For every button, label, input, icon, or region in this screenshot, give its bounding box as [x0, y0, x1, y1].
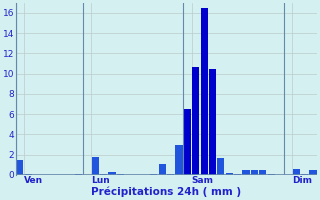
Bar — [108, 172, 116, 175]
Bar — [268, 174, 275, 175]
Bar — [259, 170, 266, 175]
Bar — [209, 69, 216, 175]
Bar — [92, 157, 99, 175]
Bar — [201, 8, 208, 175]
Bar — [243, 170, 250, 175]
Bar — [16, 160, 23, 175]
Bar — [184, 109, 191, 175]
Bar — [226, 173, 233, 175]
Bar — [301, 174, 308, 175]
Bar — [192, 67, 199, 175]
Bar — [167, 174, 174, 175]
Bar — [251, 170, 258, 175]
Bar — [159, 164, 166, 175]
Bar — [293, 169, 300, 175]
X-axis label: Précipitations 24h ( mm ): Précipitations 24h ( mm ) — [92, 187, 242, 197]
Bar — [25, 174, 32, 175]
Bar — [150, 174, 157, 175]
Bar — [117, 174, 124, 175]
Bar — [234, 174, 241, 175]
Bar — [100, 174, 107, 175]
Bar — [75, 174, 82, 175]
Bar — [175, 145, 183, 175]
Bar — [309, 170, 316, 175]
Bar — [217, 158, 224, 175]
